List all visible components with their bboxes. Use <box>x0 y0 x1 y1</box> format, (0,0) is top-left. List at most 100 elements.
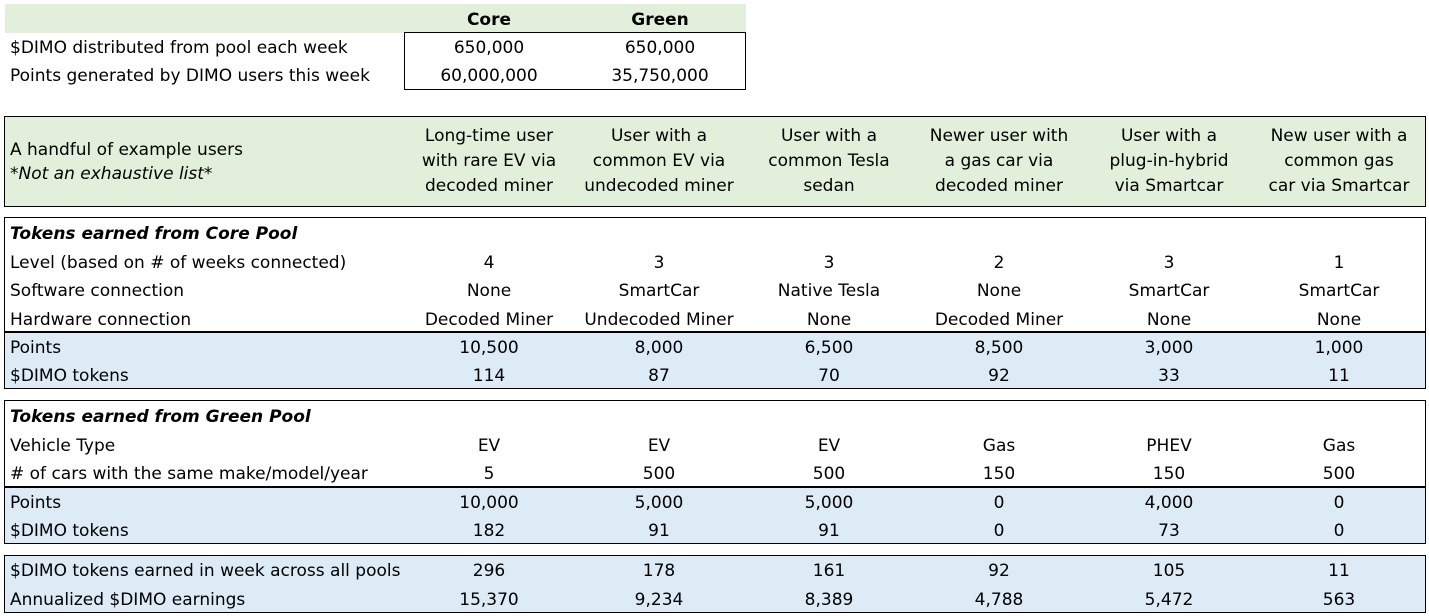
core-row-value: 4 <box>483 253 495 273</box>
summary-values-box <box>404 32 746 90</box>
summary-row-label: Points generated by DIMO users this week <box>10 66 370 86</box>
core-result-band <box>4 332 1426 389</box>
totals-value: 296 <box>472 561 506 581</box>
user-column-header: User with a common EV via undecoded miner <box>584 126 734 196</box>
summary-row-core: 60,000,000 <box>440 66 538 86</box>
green-row-value: 150 <box>982 464 1016 484</box>
core-result-label: Points <box>10 338 62 358</box>
core-row-value: None <box>1316 310 1362 330</box>
totals-value: 8,389 <box>804 590 854 610</box>
green-result-value: 73 <box>1158 521 1180 541</box>
totals-value: 178 <box>642 561 676 581</box>
core-result-value: 8,000 <box>634 338 684 358</box>
summary-row-green: 35,750,000 <box>611 66 709 86</box>
core-divider <box>4 331 1426 333</box>
core-row-value: None <box>1146 310 1192 330</box>
core-pool-box <box>4 217 1426 389</box>
core-row-label: Software connection <box>10 281 185 301</box>
green-row-label: # of cars with the same make/model/year <box>10 464 368 484</box>
green-result-value: 91 <box>818 521 840 541</box>
totals-label: Annualized $DIMO earnings <box>10 590 246 610</box>
core-row-value: SmartCar <box>1128 281 1210 301</box>
green-result-value: 5,000 <box>804 493 854 513</box>
green-result-value: 0 <box>993 493 1005 513</box>
green-pool-box <box>4 400 1426 544</box>
totals-value: 92 <box>988 561 1010 581</box>
totals-value: 161 <box>812 561 846 581</box>
totals-value: 15,370 <box>459 590 519 610</box>
core-row-value: 3 <box>823 253 835 273</box>
users-header-box <box>4 116 1426 207</box>
green-row-value: 500 <box>642 464 676 484</box>
summary-header-band <box>5 4 746 33</box>
core-result-value: 70 <box>818 366 840 386</box>
core-result-value: 1,000 <box>1314 338 1364 358</box>
core-row-value: Decoded Miner <box>934 310 1064 330</box>
user-column-header: Long-time user with rare EV via decoded mi… <box>421 126 557 196</box>
core-row-value: Undecoded Miner <box>584 310 734 330</box>
core-result-value: 10,500 <box>459 338 519 358</box>
totals-value: 5,472 <box>1144 590 1194 610</box>
green-pool-title: Tokens earned from Green Pool <box>10 407 311 427</box>
green-row-value: 500 <box>1322 464 1356 484</box>
users-note: *Not an exhaustive list* <box>10 164 213 184</box>
green-result-value: 4,000 <box>1144 493 1194 513</box>
green-result-value: 182 <box>472 521 506 541</box>
core-row-value: None <box>466 281 512 301</box>
core-row-label: Level (based on # of weeks connected) <box>10 253 347 273</box>
totals-value: 4,788 <box>974 590 1024 610</box>
core-result-label: $DIMO tokens <box>10 366 129 386</box>
core-result-value: 3,000 <box>1144 338 1194 358</box>
green-row-value: 500 <box>812 464 846 484</box>
green-result-value: 0 <box>993 521 1005 541</box>
user-column-header: New user with a common gas car via Smartca… <box>1268 126 1410 196</box>
totals-label: $DIMO tokens earned in week across all p… <box>10 561 401 581</box>
totals-value: 9,234 <box>634 590 684 610</box>
green-result-value: 91 <box>648 521 670 541</box>
green-result-value: 0 <box>1333 493 1345 513</box>
green-result-value: 5,000 <box>634 493 684 513</box>
green-row-value: PHEV <box>1146 436 1192 456</box>
green-result-band <box>4 487 1426 544</box>
green-row-label: Vehicle Type <box>10 436 116 456</box>
core-row-value: 3 <box>1163 253 1175 273</box>
summary-col-green: Green <box>631 10 689 30</box>
core-result-value: 87 <box>648 366 670 386</box>
core-row-value: SmartCar <box>1298 281 1380 301</box>
core-result-value: 11 <box>1328 366 1350 386</box>
totals-value: 11 <box>1328 561 1350 581</box>
green-row-value: 150 <box>1152 464 1186 484</box>
core-result-value: 33 <box>1158 366 1180 386</box>
core-pool-title: Tokens earned from Core Pool <box>10 224 298 244</box>
green-row-value: Gas <box>982 436 1016 456</box>
core-result-value: 8,500 <box>974 338 1024 358</box>
core-row-value: 1 <box>1333 253 1345 273</box>
green-row-value: 5 <box>483 464 495 484</box>
core-row-value: Decoded Miner <box>424 310 554 330</box>
green-divider <box>4 486 1426 488</box>
green-row-value: EV <box>477 436 501 456</box>
core-row-value: None <box>976 281 1022 301</box>
totals-value: 563 <box>1322 590 1356 610</box>
core-result-value: 92 <box>988 366 1010 386</box>
user-column-header: User with a common Tesla sedan <box>768 126 890 196</box>
users-label: A handful of example users <box>10 140 243 160</box>
core-result-value: 6,500 <box>804 338 854 358</box>
core-row-value: Native Tesla <box>777 281 881 301</box>
green-result-value: 10,000 <box>459 493 519 513</box>
summary-row-core: 650,000 <box>453 38 525 58</box>
core-row-value: SmartCar <box>618 281 700 301</box>
summary-row-label: $DIMO distributed from pool each week <box>10 38 348 58</box>
core-result-value: 114 <box>472 366 506 386</box>
green-row-value: EV <box>817 436 841 456</box>
totals-value: 105 <box>1152 561 1186 581</box>
user-column-header: User with a plug-in-hybrid via Smartcar <box>1109 126 1229 196</box>
user-column-header: Newer user with a gas car via decoded mine… <box>929 126 1069 196</box>
green-result-label: Points <box>10 493 62 513</box>
green-row-value: EV <box>647 436 671 456</box>
summary-col-core: Core <box>466 10 512 30</box>
core-row-value: None <box>806 310 852 330</box>
green-result-label: $DIMO tokens <box>10 521 129 541</box>
green-row-value: Gas <box>1322 436 1356 456</box>
summary-row-green: 650,000 <box>624 38 696 58</box>
